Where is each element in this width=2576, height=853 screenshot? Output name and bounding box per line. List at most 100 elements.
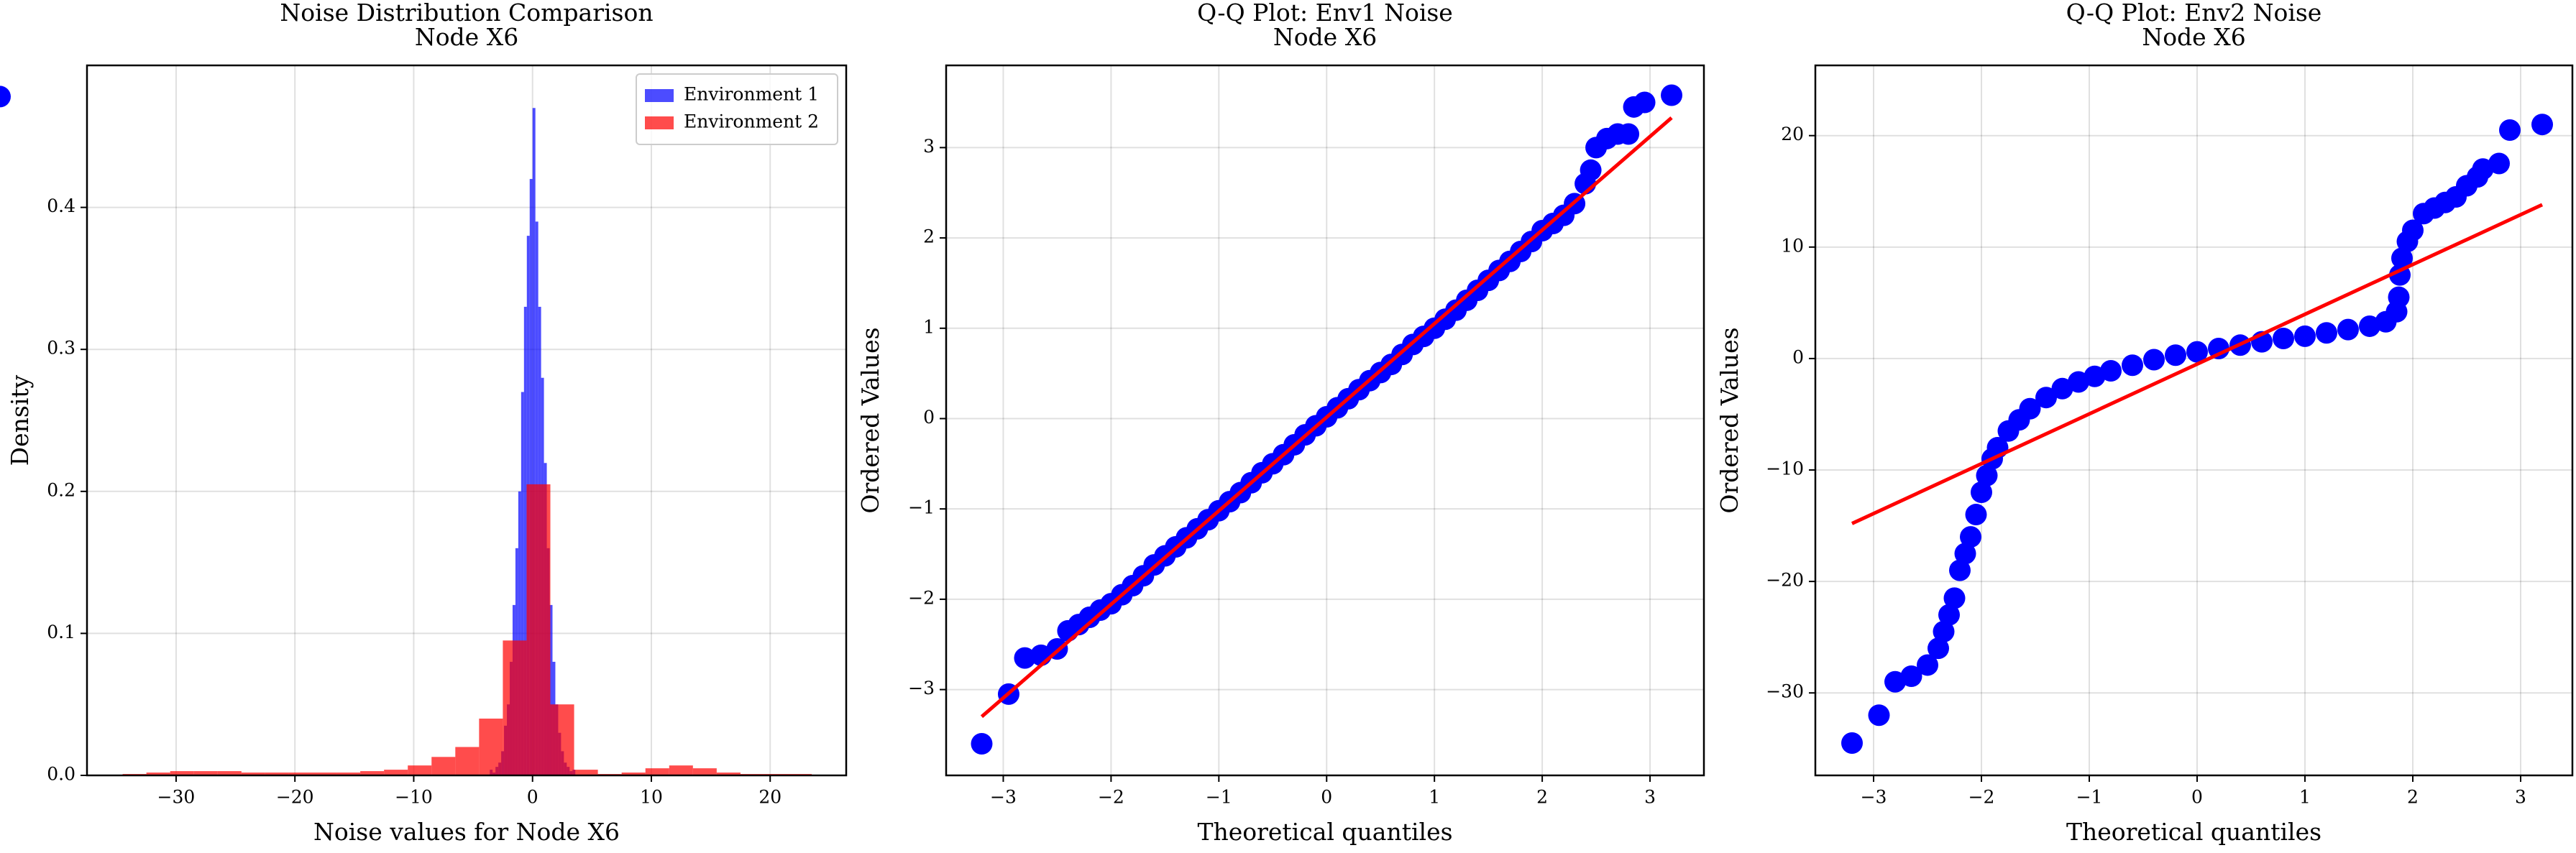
point xyxy=(2100,359,2122,382)
chart-subtitle: Node X6 xyxy=(1273,23,1377,51)
x-tick-label: 0 xyxy=(1321,787,1332,808)
bar xyxy=(645,768,669,775)
x-tick-label: 0 xyxy=(2191,787,2203,808)
point xyxy=(1933,620,1955,642)
point xyxy=(1884,670,1906,693)
fit-line xyxy=(980,116,1673,719)
point xyxy=(2294,325,2316,347)
point xyxy=(2316,322,2337,344)
y-tick-label: −20 xyxy=(1766,570,1804,591)
x-tick-label: 0 xyxy=(527,787,538,808)
y-tick-label: 0.1 xyxy=(47,622,75,642)
x-tick-label: 1 xyxy=(1429,787,1440,808)
bar xyxy=(550,704,574,775)
x-tick-label: 2 xyxy=(1536,787,1548,808)
point xyxy=(1965,504,1987,526)
bar xyxy=(621,773,646,775)
point xyxy=(1960,526,1981,548)
point xyxy=(1868,704,1890,727)
bar xyxy=(241,773,265,775)
point xyxy=(2391,247,2413,269)
bar xyxy=(574,770,598,775)
bar xyxy=(532,108,536,775)
point xyxy=(2165,344,2186,366)
point xyxy=(1014,647,1036,669)
point xyxy=(1917,654,1938,676)
y-tick-label: 3 xyxy=(923,136,935,157)
y-tick-label: 0 xyxy=(923,407,935,428)
legend-box xyxy=(636,73,838,145)
point xyxy=(2019,397,2041,420)
point xyxy=(2208,337,2229,359)
chart-subtitle: Node X6 xyxy=(2142,23,2245,51)
x-tick-label: −2 xyxy=(1098,787,1124,808)
x-tick-label: 3 xyxy=(2515,787,2526,808)
y-axis-label: Density xyxy=(6,374,34,466)
x-tick-label: 2 xyxy=(2407,787,2419,808)
bar xyxy=(518,491,521,775)
bar xyxy=(549,604,553,775)
axes-frame xyxy=(86,64,848,777)
x-axis-label: Theoretical quantiles xyxy=(2066,818,2321,846)
x-tick-label: −20 xyxy=(276,787,314,808)
point xyxy=(2488,152,2510,175)
point xyxy=(2273,328,2294,349)
point xyxy=(1949,559,1971,581)
point xyxy=(1938,604,1960,626)
chart-title: Q-Q Plot: Env2 Noise xyxy=(2066,0,2322,27)
legend-label: Environment 2 xyxy=(684,111,819,132)
x-tick-label: 1 xyxy=(2299,787,2311,808)
y-tick-label: 1 xyxy=(923,316,935,337)
point xyxy=(2186,341,2208,363)
bar xyxy=(265,773,289,775)
x-tick-label: 10 xyxy=(640,787,663,808)
point xyxy=(1900,665,1922,687)
y-tick-label: 2 xyxy=(923,226,935,247)
x-axis-label: Theoretical quantiles xyxy=(1197,818,1452,846)
point xyxy=(2472,158,2494,180)
bar xyxy=(288,773,313,775)
point xyxy=(1618,123,1640,145)
point xyxy=(2531,114,2553,136)
bar xyxy=(170,771,194,775)
bar xyxy=(431,757,456,775)
y-tick-label: −2 xyxy=(908,587,935,608)
point xyxy=(1976,464,1998,487)
y-tick-label: 0.3 xyxy=(47,338,75,359)
bar xyxy=(716,773,741,775)
bar xyxy=(529,179,533,775)
y-tick-label: 0.0 xyxy=(47,764,75,785)
bar xyxy=(146,773,170,775)
y-tick-label: 0.2 xyxy=(47,479,75,500)
point xyxy=(2068,371,2089,393)
x-tick-label: 20 xyxy=(758,787,781,808)
bar xyxy=(384,770,408,775)
x-tick-label: −1 xyxy=(2076,787,2103,808)
point xyxy=(2122,354,2143,377)
point xyxy=(1841,732,1863,755)
legend-swatch xyxy=(645,116,674,129)
bar xyxy=(360,771,385,775)
y-axis-label: Ordered Values xyxy=(1715,327,1743,513)
bar xyxy=(479,718,503,775)
y-axis-label: Ordered Values xyxy=(856,327,884,513)
bar xyxy=(521,392,524,775)
point xyxy=(2035,387,2057,409)
point xyxy=(1633,91,1656,114)
y-tick-label: −30 xyxy=(1766,681,1804,702)
chart-subtitle: Node X6 xyxy=(415,23,518,51)
x-tick-label: −1 xyxy=(1206,787,1232,808)
x-axis-label: Noise values for Node X6 xyxy=(313,818,620,846)
point xyxy=(2388,286,2410,308)
point xyxy=(1954,543,1976,565)
point xyxy=(1580,159,1602,181)
point xyxy=(0,86,11,108)
x-tick-label: −10 xyxy=(395,787,433,808)
x-tick-label: −3 xyxy=(1861,787,1887,808)
y-tick-label: 10 xyxy=(1781,235,1804,256)
legend-swatch xyxy=(645,89,674,102)
point xyxy=(971,733,993,755)
legend-label: Environment 1 xyxy=(684,84,819,105)
y-tick-label: 0 xyxy=(1792,346,1804,367)
point xyxy=(2402,219,2424,241)
